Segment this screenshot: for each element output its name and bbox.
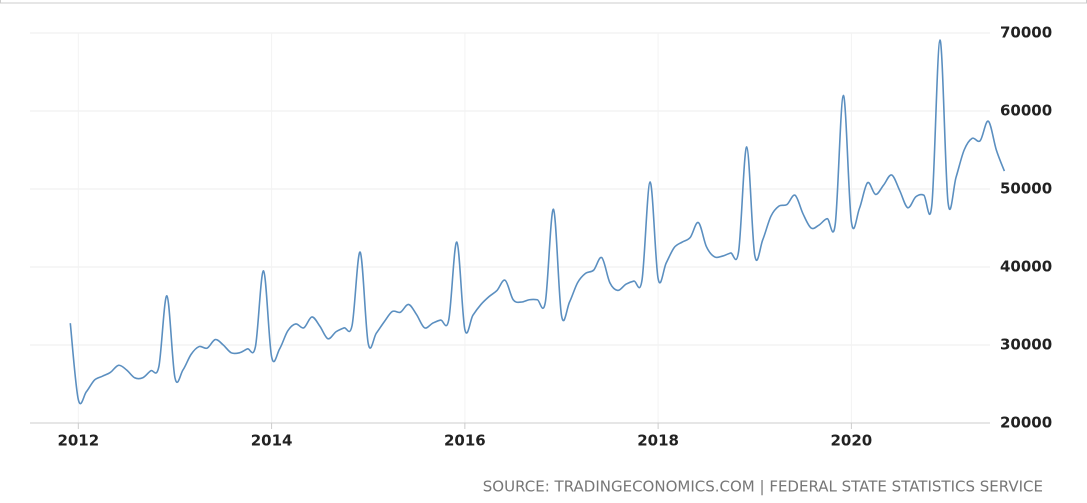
y-tick-label: 60000 [1000, 102, 1052, 120]
x-tick-label: 2020 [831, 432, 873, 450]
y-tick-label: 70000 [1000, 24, 1052, 42]
y-tick-label: 50000 [1000, 180, 1052, 198]
x-tick-label: 2018 [637, 432, 679, 450]
frame [0, 0, 1087, 4]
x-tick-label: 2014 [251, 432, 293, 450]
x-tick-label: 2016 [444, 432, 486, 450]
y-tick-label: 40000 [1000, 258, 1052, 276]
data-line [69, 39, 1006, 405]
source: SOURCE: TRADINGECONOMICS.COM | FEDERAL S… [483, 478, 1043, 496]
y-tick-label: 20000 [1000, 414, 1052, 432]
x-tick-label: 2012 [57, 432, 99, 450]
y-tick-label: 30000 [1000, 336, 1052, 354]
